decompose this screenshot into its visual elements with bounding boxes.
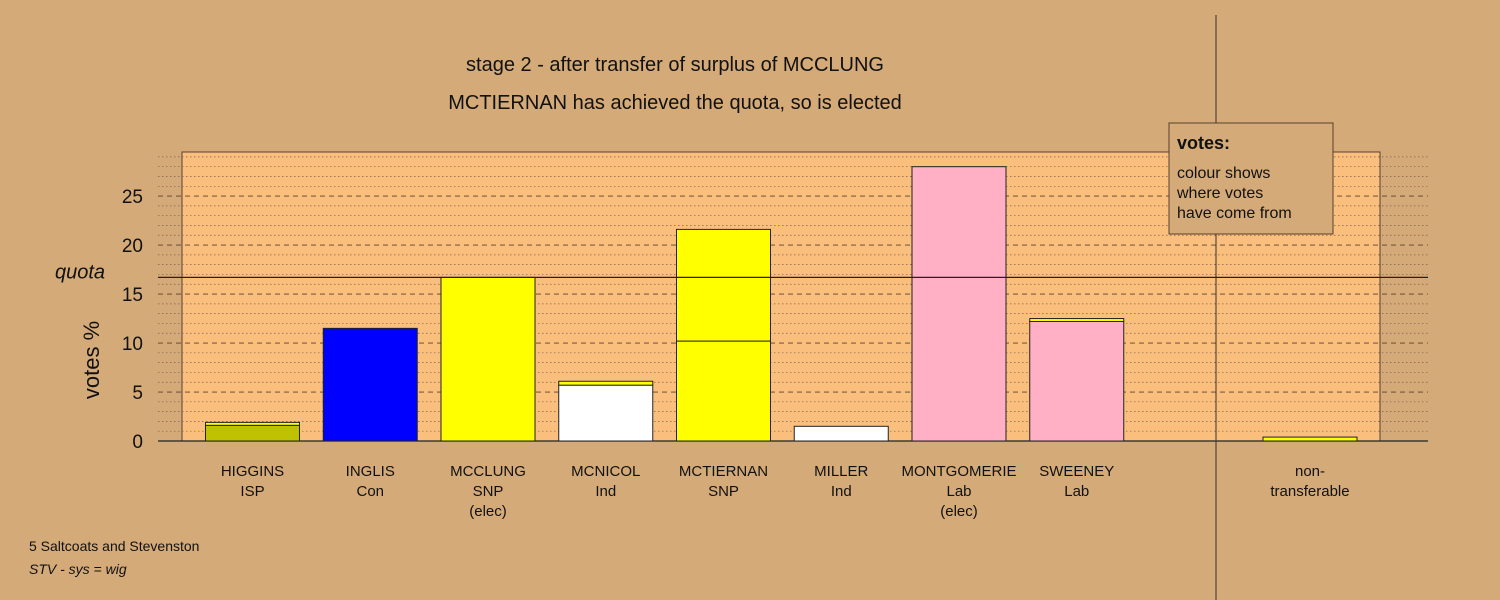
category-label: (elec) (469, 503, 507, 520)
y-tick-label: 0 (132, 432, 143, 453)
category-label: Ind (595, 483, 616, 500)
legend: votes: colour shows where votes have com… (1168, 122, 1334, 235)
legend-line-1: colour shows (1177, 165, 1270, 182)
y-tick-label: 5 (132, 383, 143, 404)
bar-segment (676, 228, 771, 342)
legend-box (1168, 122, 1334, 235)
category-label: Lab (1064, 483, 1089, 500)
category-label: transferable (1270, 483, 1349, 500)
category-label: SNP (473, 483, 504, 500)
y-tick-label: 20 (122, 236, 143, 257)
legend-line-2: where votes (1176, 185, 1263, 202)
category-label: SNP (708, 483, 739, 500)
category-label: (elec) (940, 503, 978, 520)
bar-segment (793, 425, 889, 442)
footer-ward: 5 Saltcoats and Stevenston (29, 538, 199, 554)
chart-title-line-2: MCTIERNAN has achieved the quota, so is … (448, 92, 902, 114)
bar-nontransferable (1262, 436, 1358, 442)
category-label: Ind (831, 483, 852, 500)
bar-segment (911, 166, 1007, 442)
y-tick-label: 10 (122, 334, 143, 355)
bar-segment (205, 424, 300, 442)
category-label: MCCLUNG (450, 463, 526, 480)
bar-segment (558, 384, 654, 442)
category-label: MILLER (814, 463, 868, 480)
y-axis: 0 5 10 15 20 25 (122, 187, 143, 453)
category-label: non- (1295, 463, 1325, 480)
y-tick-label: 15 (122, 285, 143, 306)
bar-segment (676, 340, 771, 442)
legend-title: votes: (1177, 133, 1230, 153)
bar-segment (558, 380, 654, 386)
category-label: Lab (946, 483, 971, 500)
bar-segment (1029, 318, 1125, 322)
bar-segment (205, 421, 300, 426)
chart-title-line-1: stage 2 - after transfer of surplus of M… (466, 54, 884, 76)
y-axis-label: votes % (79, 321, 104, 399)
bar-segment (1029, 320, 1125, 442)
bars (205, 166, 1358, 442)
category-label: MCNICOL (571, 463, 640, 480)
y-tick-label: 25 (122, 187, 143, 208)
category-label: INGLIS (346, 463, 395, 480)
footer-system: STV - sys = wig (29, 561, 127, 577)
category-label: ISP (240, 483, 264, 500)
category-label: HIGGINS (221, 463, 284, 480)
legend-line-3: have come from (1177, 205, 1292, 222)
category-label: Con (356, 483, 384, 500)
category-label: MCTIERNAN (679, 463, 768, 480)
quota-label: quota (55, 261, 105, 283)
category-labels: HIGGINS ISP INGLIS Con MCCLUNG SNP (elec) MCNIC… (221, 463, 1350, 520)
category-label: MONTGOMERIE (902, 463, 1017, 480)
bar-segment (440, 276, 536, 442)
bar-segment (322, 327, 418, 442)
category-label: SWEENEY (1039, 463, 1114, 480)
